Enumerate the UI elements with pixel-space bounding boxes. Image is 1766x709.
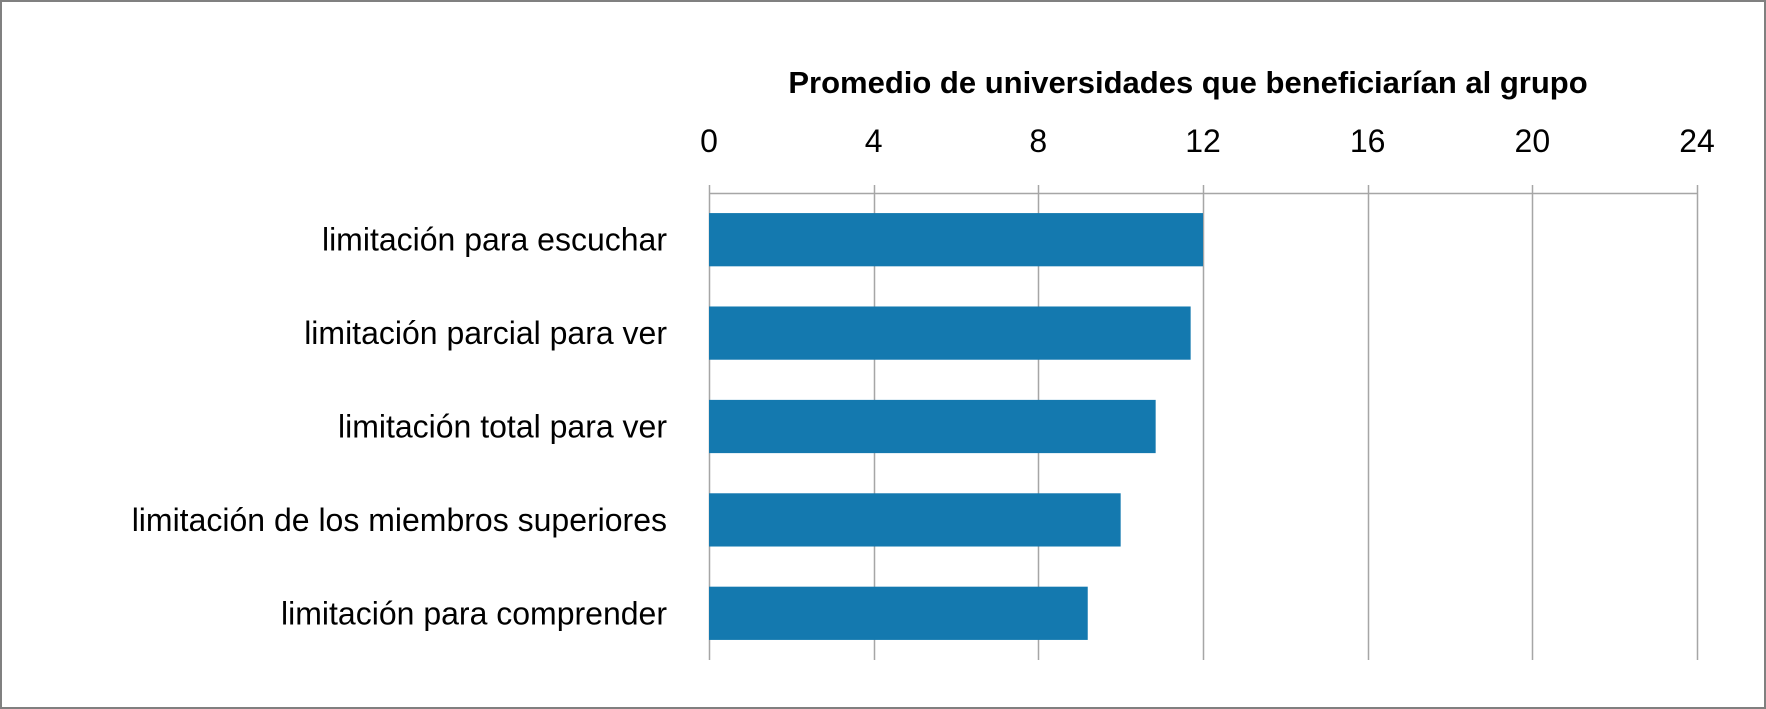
category-label-4: limitación de los miembros superiores xyxy=(132,502,667,538)
x-tick-label-12: 12 xyxy=(1185,123,1221,159)
x-tick-label-4: 4 xyxy=(865,123,883,159)
x-axis-title: Promedio de universidades que beneficiar… xyxy=(788,65,1587,100)
x-tick-label-0: 0 xyxy=(700,123,718,159)
x-tick-label-16: 16 xyxy=(1350,123,1386,159)
bar-2 xyxy=(709,306,1191,360)
bar-1 xyxy=(709,213,1203,267)
x-tick-label-24: 24 xyxy=(1679,123,1715,159)
category-label-5: limitación para comprender xyxy=(281,595,667,631)
bar-3 xyxy=(709,399,1156,454)
bars xyxy=(709,213,1203,640)
x-tick-label-8: 8 xyxy=(1029,123,1047,159)
gridlines xyxy=(708,185,1699,660)
category-label-3: limitación total para ver xyxy=(338,409,667,445)
x-tick-labels: 0 4 8 12 16 20 24 xyxy=(700,123,1715,159)
bar-5 xyxy=(709,586,1088,640)
category-label-1: limitación para escuchar xyxy=(322,222,667,258)
category-label-2: limitación parcial para ver xyxy=(304,315,667,351)
x-tick-label-20: 20 xyxy=(1515,123,1551,159)
category-labels: limitación para escuchar limitación parci… xyxy=(132,222,668,632)
bar-4 xyxy=(709,493,1121,547)
